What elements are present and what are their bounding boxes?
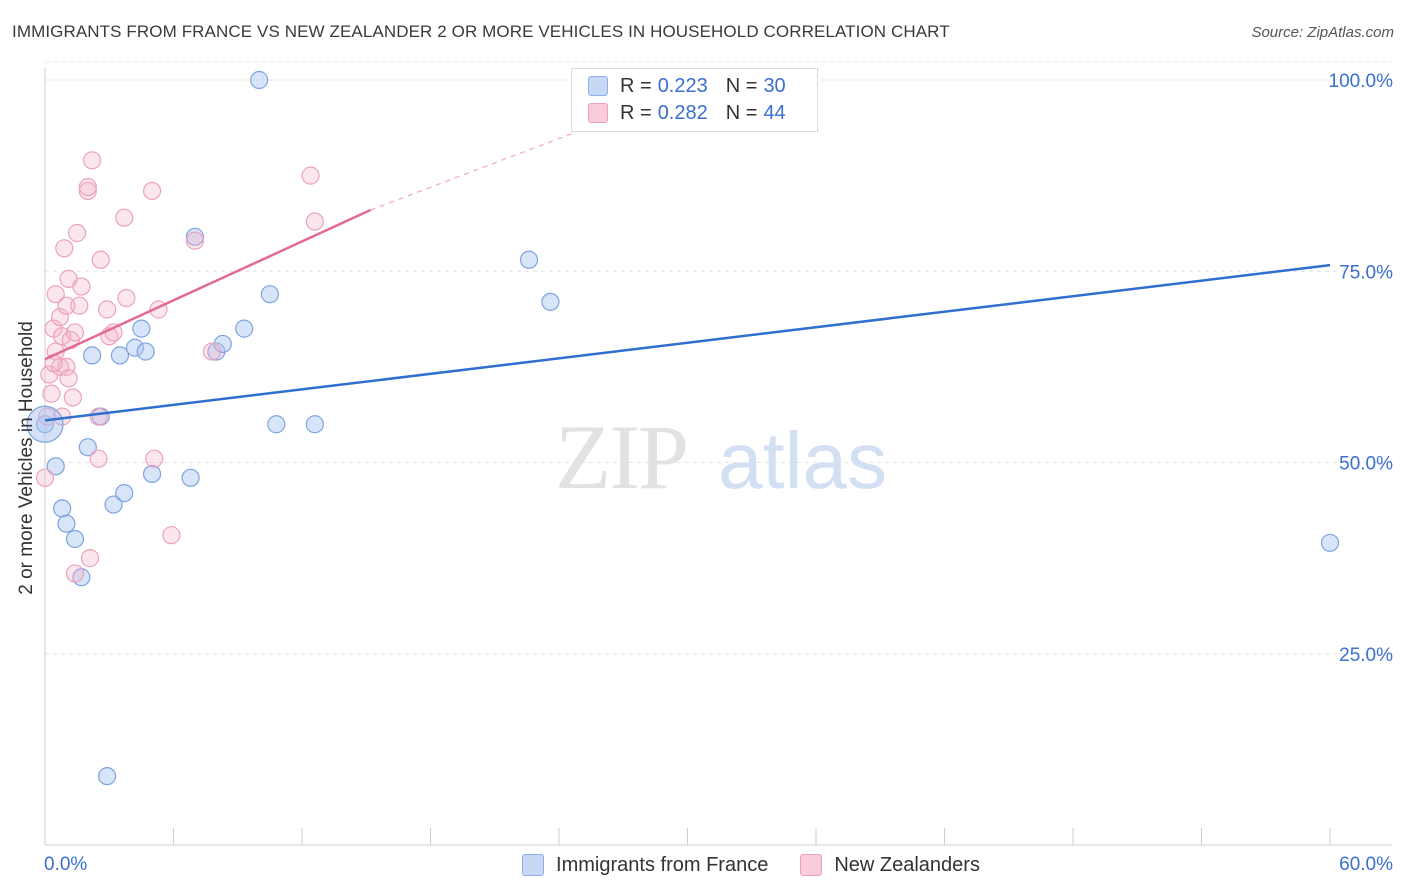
grid (45, 61, 1392, 655)
y-tick-label: 50.0% (1339, 454, 1393, 475)
correlation-legend: R = 0.223 N = 30 R = 0.282 N = 44 (571, 68, 818, 132)
france-point (260, 285, 279, 304)
france-point (250, 70, 269, 90)
france-point (83, 346, 102, 365)
nz-point (42, 384, 61, 403)
france-swatch (588, 76, 608, 96)
france-point (132, 319, 151, 338)
france-point (125, 338, 145, 357)
nz-point (89, 449, 108, 468)
y-axis-label: 2 or more Vehicles in Household (16, 321, 37, 595)
france-point (519, 250, 539, 269)
legend-item-france[interactable]: Immigrants from France (426, 854, 768, 877)
france-point (181, 468, 200, 487)
legend-row-nz: R = 0.282 N = 44 (588, 100, 786, 126)
legend-label-france: Immigrants from France (556, 853, 769, 876)
nz-trend-extension (370, 79, 714, 211)
legend-label-nz: New Zealanders (834, 853, 980, 876)
nz-point (35, 468, 55, 487)
france-point (104, 495, 123, 514)
nz-point (57, 296, 76, 315)
nz-point (117, 288, 136, 308)
nz-point (98, 300, 117, 319)
legend-row-france: R = 0.223 N = 30 (588, 73, 786, 99)
x-tick-label: 60.0% (1339, 854, 1393, 875)
nz-point (301, 166, 320, 185)
nz-point (72, 277, 91, 296)
france-point (305, 415, 324, 434)
y-tick-label: 75.0% (1339, 262, 1393, 283)
france-point (235, 319, 254, 338)
france-point (267, 415, 286, 434)
france-point (65, 529, 85, 549)
nz-point (46, 285, 65, 304)
n-label: N = (725, 101, 758, 124)
watermark-atlas: atlas (718, 416, 887, 505)
nz-point (65, 323, 85, 342)
watermark-zip: ZIP (555, 406, 687, 508)
axes (44, 68, 1392, 846)
nz-point (55, 239, 74, 258)
nz-point (70, 296, 89, 315)
france-point (78, 438, 97, 457)
nz-point (91, 250, 110, 269)
x-tick-label: 0.0% (44, 854, 87, 875)
n-value: 30 (763, 74, 786, 97)
france-point (53, 499, 72, 518)
france-point (110, 346, 130, 365)
n-label: N = (725, 74, 758, 97)
nz-point (78, 181, 97, 201)
r-label: R = (620, 101, 652, 124)
france-point (98, 767, 117, 786)
r-value: 0.282 (657, 101, 708, 124)
nz-point (145, 449, 164, 468)
tick-labels: 25.0% 50.0% 75.0% 100.0% 0.0% 60.0% (44, 71, 1393, 875)
france-swatch (522, 854, 545, 876)
france-point-large (26, 405, 64, 443)
nz-point (63, 388, 82, 407)
france-point (46, 457, 65, 476)
france-trend-line (44, 263, 1331, 422)
nz-point (78, 178, 97, 197)
r-value: 0.223 (657, 74, 708, 97)
nz-swatch (588, 103, 608, 123)
france-point (115, 484, 134, 503)
nz-point (202, 342, 222, 361)
nz-point (80, 549, 100, 568)
nz-trend-line (44, 208, 372, 361)
trend-lines (44, 79, 1331, 422)
france-point (1320, 533, 1340, 552)
nz-point (89, 407, 108, 426)
y-tick-label: 100.0% (1329, 71, 1394, 92)
france-point (57, 514, 76, 533)
nz-swatch (800, 854, 823, 876)
n-value: 44 (763, 101, 786, 124)
nz-point (305, 212, 324, 231)
series-legend: Immigrants from France New Zealanders (0, 851, 1406, 879)
chart-title: IMMIGRANTS FROM FRANCE VS NEW ZEALANDER … (12, 22, 950, 41)
nz-point (68, 223, 87, 243)
y-tick-label: 25.0% (1339, 645, 1393, 666)
nz-point (59, 369, 78, 388)
nz-point (185, 231, 205, 250)
nz-point (50, 308, 70, 327)
nz-point (65, 564, 85, 583)
nz-point (83, 151, 102, 170)
france-point (136, 342, 155, 361)
watermark: ZIP atlas (555, 406, 887, 508)
nz-point (162, 526, 181, 545)
legend-item-nz[interactable]: New Zealanders (800, 854, 980, 877)
nz-point (115, 208, 134, 227)
source-label: Source: ZipAtlas.com (1251, 24, 1394, 41)
france-point (185, 227, 205, 246)
nz-point (142, 181, 162, 201)
r-label: R = (620, 74, 652, 97)
france-point (142, 464, 162, 484)
france-point (541, 292, 560, 311)
